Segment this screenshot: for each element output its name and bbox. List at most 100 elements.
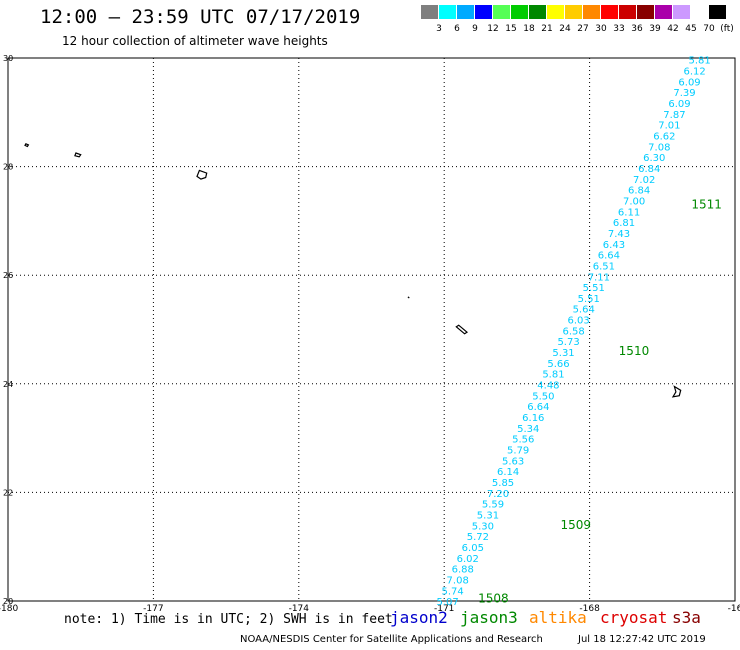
wave-height-value: 5.34 [517,424,539,435]
legend-swatch [601,5,618,19]
wave-height-value: 5.64 [573,305,595,316]
island-outline [24,143,30,148]
timestamp-text: Jul 18 12:27:42 UTC 2019 [578,634,706,645]
pass-time-label: 1509 [561,518,592,532]
wave-height-value: 6.03 [568,316,590,327]
wave-height-value: 6.12 [683,67,705,78]
island-outline [671,385,682,398]
legend-tick-label: (ft) [720,24,734,34]
wave-height-value: 6.09 [668,99,690,110]
wave-height-value: 6.64 [527,402,549,413]
island-outline [196,169,208,180]
legend-tick-label: 21 [541,24,553,34]
units-note: note: 1) Time is in UTC; 2) SWH is in fe… [64,612,393,627]
y-tick-label: 24 [3,380,13,389]
legend-swatch [547,5,564,19]
legend-swatch [709,5,726,19]
legend-swatch [529,5,546,19]
legend-tick-label: 36 [631,24,643,34]
wave-height-value: 7.11 [588,272,610,283]
wave-height-value: 5.51 [583,283,605,294]
wave-height-value: 6.02 [457,554,479,565]
satellite-label: jason2 [390,608,448,627]
wave-height-value: 6.58 [562,326,584,337]
legend-swatch [655,5,672,19]
x-tick-label: -180 [0,604,18,614]
wave-height-value: 5.63 [502,456,524,467]
island-outline [74,152,82,158]
wave-height-value: 5.73 [557,337,579,348]
pass-time-label: 1508 [478,591,509,605]
wave-height-value: 5.07 [436,597,458,608]
satellite-label: altika [529,608,587,627]
legend-swatch [475,5,492,19]
wave-height-value: 7.20 [487,489,509,500]
wave-height-value: 6.81 [613,218,635,229]
chart-title: 12:00 – 23:59 UTC 07/17/2019 [40,6,361,28]
wave-height-value: 5.85 [492,478,514,489]
satellite-label: s3a [672,608,701,627]
wave-height-value: 6.88 [452,565,474,576]
y-tick-label: 22 [3,488,13,497]
wave-height-value: 5.56 [512,435,534,446]
chart-subtitle: 12 hour collection of altimeter wave hei… [62,34,328,48]
legend-swatch [565,5,582,19]
x-tick-label: -171 [434,604,454,614]
wave-height-value: 7.00 [623,196,645,207]
wave-height-value: 6.09 [678,77,700,88]
wave-height-value: 6.62 [653,132,675,143]
pass-time-label: 1510 [619,344,650,358]
satellite-label: jason3 [460,608,518,627]
wave-height-value: 6.84 [638,164,660,175]
y-tick-label: 28 [3,163,13,172]
legend-tick-label: 33 [613,24,625,34]
y-tick-label: 26 [3,271,13,280]
legend-tick-label: 27 [577,24,589,34]
x-tick-label: -16 [728,604,740,614]
legend-swatch [493,5,510,19]
legend-swatch [439,5,456,19]
wave-height-value: 7.08 [648,142,670,153]
wave-height-value: 6.14 [497,467,519,478]
wave-height-value: 5.79 [507,446,529,457]
x-tick-label: -168 [579,604,600,614]
legend-tick-label: 18 [523,24,535,34]
wave-height-value: 7.08 [447,575,469,586]
credit-text: NOAA/NESDIS Center for Satellite Applica… [240,634,543,645]
wave-height-value: 5.31 [552,348,574,359]
legend-tick-label: 39 [649,24,661,34]
wave-height-value: 5.81 [689,56,711,67]
legend-swatch [583,5,600,19]
x-tick-label: -174 [289,604,310,614]
legend-tick-label: 12 [487,24,499,34]
wave-height-value: 7.02 [633,175,655,186]
wave-height-value: 5.31 [477,510,499,521]
wave-height-value: 6.05 [462,543,484,554]
legend-tick-label: 42 [667,24,679,34]
wave-height-value: 7.01 [658,121,680,132]
wave-height-value: 5.51 [578,294,600,305]
wave-height-value: 6.30 [643,153,665,164]
pass-time-label: 1511 [691,198,722,212]
legend-tick-label: 30 [595,24,607,34]
wave-height-value: 6.84 [628,186,650,197]
legend-swatch [421,5,438,19]
legend-tick-label: 24 [559,24,571,34]
wave-height-value: 7.39 [673,88,695,99]
legend-swatch [673,5,690,19]
legend-swatch [511,5,528,19]
y-tick-label: 30 [3,54,13,63]
legend-swatch [691,5,708,19]
wave-height-value: 6.11 [618,207,640,218]
wave-height-value: 5.30 [472,521,494,532]
y-tick-label: 20 [3,597,13,606]
wave-height-value: 5.66 [547,359,569,370]
wave-height-value: 7.87 [663,110,685,121]
plot-frame [7,57,736,602]
wave-height-value: 6.16 [522,413,544,424]
island-outline [455,324,468,335]
wave-height-value: 6.64 [598,251,620,262]
wave-height-value: 5.50 [532,391,554,402]
legend-tick-label: 45 [685,24,697,34]
